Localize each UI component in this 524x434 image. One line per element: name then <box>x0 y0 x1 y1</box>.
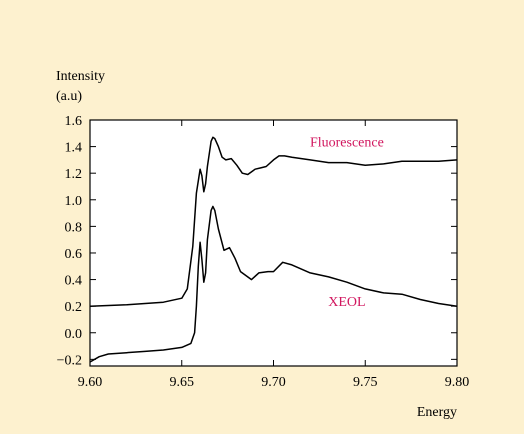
series-line-fluorescence <box>89 136 458 307</box>
x-tick-label: 9.60 <box>78 375 103 390</box>
y-tick-label: −0.2 <box>57 353 82 368</box>
series-annotation: Fluorescence <box>310 136 384 151</box>
x-tick-label: 9.80 <box>445 375 470 390</box>
x-tick-label: 9.65 <box>170 375 195 390</box>
y-axis-label-line2: (a.u) <box>56 89 82 104</box>
x-tick-label: 9.75 <box>353 375 378 390</box>
y-tick-label: 1.4 <box>65 141 83 156</box>
plot-area <box>89 119 458 367</box>
series-annotations: Fluorescence XEOL <box>310 136 384 311</box>
series-line-xeol <box>89 205 458 363</box>
x-tick-label: 9.70 <box>261 375 286 390</box>
axis-ticks: 9.60 9.65 9.70 9.75 9.80 1.6 1.4 1.2 1.0 0.8 0.6 0.… <box>57 114 470 390</box>
y-tick-label: 0.0 <box>65 327 83 342</box>
x-axis-label: Energy <box>417 405 457 420</box>
y-tick-label: 1.6 <box>65 114 83 129</box>
y-tick-label: 1.2 <box>65 167 83 182</box>
y-tick-label: 0.8 <box>65 220 83 235</box>
y-tick-label: 1.0 <box>65 194 83 209</box>
y-tick-label: 0.2 <box>65 300 83 315</box>
y-axis-label-line1: Intensity <box>56 69 105 84</box>
y-tick-label: 0.6 <box>65 247 83 262</box>
series-layer <box>89 136 458 363</box>
y-tick-label: 0.4 <box>65 274 83 289</box>
series-annotation: XEOL <box>328 295 365 310</box>
